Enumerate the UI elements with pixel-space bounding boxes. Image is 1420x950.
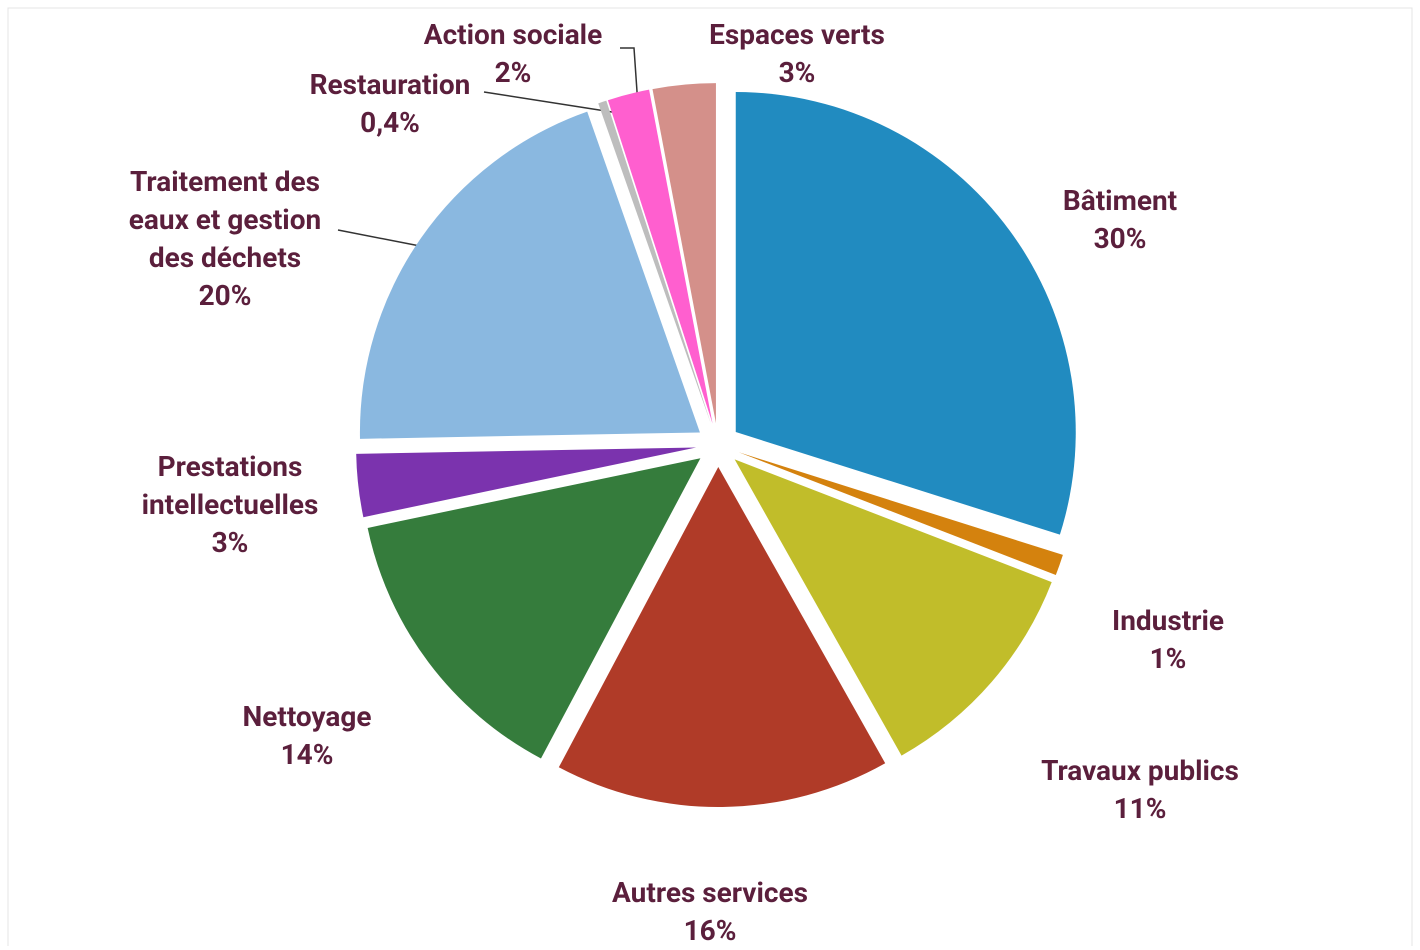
- leader-line: [620, 47, 639, 107]
- category-label: Traitement des eaux et gestion des déche…: [128, 165, 322, 274]
- category-label: Action sociale: [423, 18, 603, 51]
- pie-slice: [356, 447, 697, 518]
- leader-line: [483, 91, 613, 113]
- pie-slice: [359, 111, 700, 439]
- value-label: 16%: [683, 914, 737, 947]
- value-label: 2%: [494, 56, 532, 89]
- leader-line: [337, 229, 421, 247]
- category-label: Industrie: [1112, 604, 1224, 637]
- category-label: Autres services: [612, 876, 808, 909]
- slice-label: Traitement des eaux et gestion des déche…: [105, 163, 345, 315]
- pie-slice: [734, 459, 1052, 756]
- category-label: Bâtiment: [1062, 184, 1178, 217]
- slice-label: Industrie 1%: [1068, 602, 1268, 678]
- pie-slice: [598, 100, 711, 425]
- slice-label: Autres services 16%: [560, 874, 860, 950]
- slice-label: Travaux publics 11%: [990, 752, 1290, 828]
- value-label: 20%: [198, 279, 252, 312]
- pie-slice: [652, 83, 716, 424]
- value-label: 11%: [1113, 792, 1167, 825]
- category-label: Espaces verts: [709, 18, 885, 51]
- slice-label: Restauration 0,4%: [280, 66, 500, 142]
- category-label: Travaux publics: [1041, 754, 1239, 787]
- value-label: 3%: [211, 526, 249, 559]
- value-label: 30%: [1093, 222, 1147, 255]
- category-label: Nettoyage: [242, 700, 372, 733]
- value-label: 1%: [1149, 642, 1187, 675]
- pie-slice: [607, 89, 713, 424]
- slice-label: Bâtiment 30%: [970, 182, 1270, 258]
- pie-slice: [367, 458, 701, 759]
- value-label: 14%: [280, 738, 334, 771]
- pie-slice: [558, 466, 886, 807]
- value-label: 3%: [778, 56, 816, 89]
- pie-slice: [735, 92, 1076, 535]
- pie-slice: [738, 452, 1063, 575]
- slice-label: Prestations intellectuelles 3%: [120, 448, 340, 562]
- slice-label: Espaces verts 3%: [677, 16, 917, 92]
- slice-label: Nettoyage 14%: [182, 698, 432, 774]
- category-label: Prestations intellectuelles: [141, 450, 319, 521]
- slice-label: Action sociale 2%: [393, 16, 633, 92]
- value-label: 0,4%: [360, 106, 420, 139]
- category-label: Restauration: [309, 68, 471, 101]
